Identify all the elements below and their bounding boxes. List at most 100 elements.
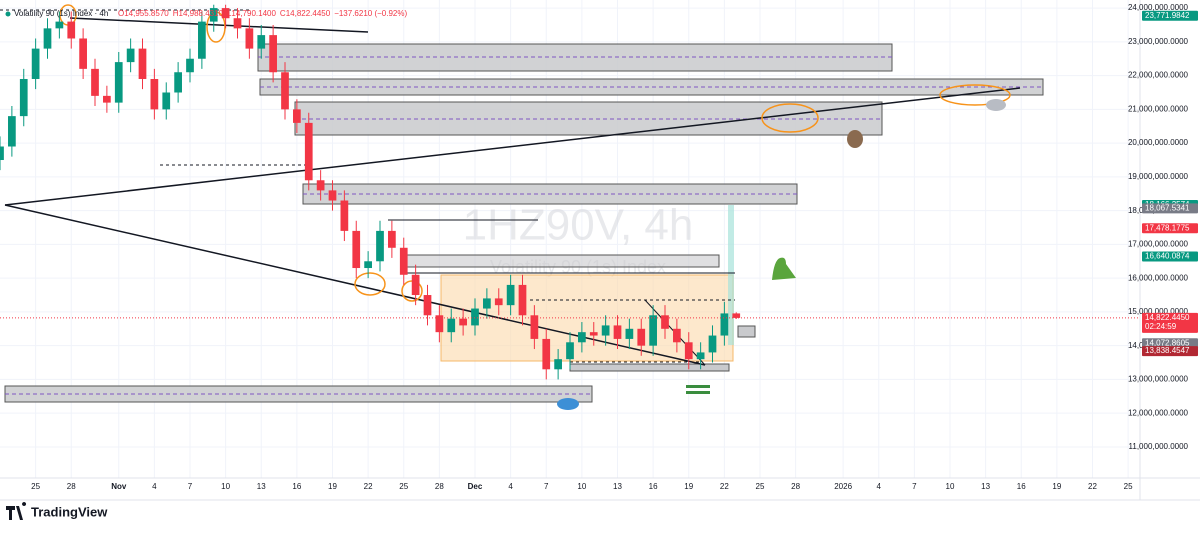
zone: [569, 363, 730, 372]
x-tick-label: 28: [435, 482, 444, 491]
trendline: [69, 17, 369, 33]
candle-body: [150, 78, 159, 110]
candle-body: [720, 313, 729, 336]
candle-body: [494, 298, 503, 306]
symbol: Volatility 90 (1s) Index · 4h: [14, 9, 108, 18]
ohlc-value: O14,955.8570: [118, 9, 169, 18]
candle-body: [578, 332, 586, 343]
candle-body: [316, 180, 325, 191]
projection-bar: [728, 205, 734, 345]
price-label: 23,771.9842: [1145, 11, 1190, 20]
zone: [737, 325, 756, 338]
x-tick-label: Dec: [468, 482, 483, 491]
x-tick-label: 22: [1088, 482, 1097, 491]
candle-body: [399, 247, 408, 275]
candle-body: [447, 318, 456, 333]
candle-body: [732, 313, 741, 318]
candle-body: [257, 35, 266, 49]
x-tick-label: 28: [67, 482, 76, 491]
time-axis: 25 28 Nov 4 7 10 13 16 19 22 25 28 Dec 4 7 10 13 16 19 22 25…: [31, 482, 1133, 491]
circle: [761, 103, 819, 133]
circle: [939, 84, 1011, 106]
x-tick-label: 7: [188, 482, 193, 491]
candle-body: [55, 21, 64, 29]
candle-body: [8, 116, 16, 147]
candle-body: [245, 28, 254, 49]
candle-body: [293, 109, 301, 123]
candle-body: [31, 48, 40, 79]
candle-body: [138, 48, 147, 79]
status-dot: [5, 11, 11, 17]
y-tick-label: 13,000,000.0000: [1128, 375, 1189, 384]
candle-body: [79, 38, 87, 69]
x-tick-label: 25: [399, 482, 408, 491]
zone-midlines: [5, 56, 1043, 395]
candle-body: [126, 48, 135, 63]
y-tick-label: 16,000,000.0000: [1128, 273, 1189, 282]
candle-body: [483, 298, 491, 309]
flag-stripe: [686, 388, 710, 391]
x-tick-label: 25: [756, 482, 765, 491]
y-tick-label: 22,000,000.0000: [1128, 71, 1189, 80]
x-tick-label: 10: [946, 482, 955, 491]
price-label-box: [1142, 338, 1198, 349]
x-tick-label: 22: [720, 482, 729, 491]
y-tick-label: 17,000,000.0000: [1128, 240, 1189, 249]
y-tick-label: 23,000,000.0000: [1128, 37, 1189, 46]
candle-body: [625, 328, 634, 339]
price-labels: 23,771.984218,166.257418,067.534117,478.…: [1142, 10, 1198, 357]
y-tick-label: 19,000,000.0000: [1128, 172, 1189, 181]
candle-body: [708, 335, 717, 353]
price-label-box: [1142, 203, 1198, 214]
y-tick-label: 15,000,000.0000: [1128, 307, 1189, 316]
candle-body: [684, 342, 693, 360]
candle-body: [0, 146, 4, 161]
x-tick-label: 19: [684, 482, 693, 491]
candle-body: [518, 284, 527, 316]
candle-body: [233, 18, 242, 29]
y-tick-label: 21,000,000.0000: [1128, 104, 1189, 113]
candles: [0, 4, 741, 380]
y-tick-label: 20,000,000.0000: [1128, 138, 1189, 147]
candle-body: [637, 328, 646, 346]
candle-body: [411, 274, 420, 296]
x-tick-label: 16: [292, 482, 301, 491]
candle-body: [589, 332, 598, 336]
x-tick-label: 7: [544, 482, 549, 491]
x-tick-label: 25: [1124, 482, 1133, 491]
candle-body: [186, 58, 194, 73]
candle-body: [696, 352, 705, 360]
candle-body: [198, 21, 206, 59]
candle-body: [506, 284, 515, 306]
price-label-box: [1142, 251, 1198, 262]
x-tick-label: 13: [981, 482, 990, 491]
logo-mark: [6, 502, 27, 520]
countdown: 02:24:59: [1145, 322, 1177, 331]
candle-body: [554, 359, 562, 370]
trendline: [4, 87, 1021, 206]
x-tick-label: Nov: [111, 482, 127, 491]
zone: [406, 254, 720, 268]
x-tick-label: 13: [257, 482, 266, 491]
y-tick-label: 12,000,000.0000: [1128, 408, 1189, 417]
price-label-box: [1142, 10, 1198, 21]
candle-body: [376, 230, 384, 262]
candle-body: [601, 325, 610, 336]
candle-body: [340, 200, 349, 231]
price-label-box: [1142, 312, 1198, 333]
candle-body: [91, 68, 99, 96]
candle-body: [388, 230, 396, 248]
x-tick-label: 2026: [834, 482, 852, 491]
candle-body: [304, 122, 313, 181]
x-tick-label: 4: [152, 482, 157, 491]
x-tick-label: 13: [613, 482, 622, 491]
y-tick-label: 24,000,000.0000: [1128, 3, 1189, 12]
candle-body: [352, 230, 361, 269]
candle-body: [530, 315, 539, 339]
x-tick-label: 28: [791, 482, 800, 491]
candle-body: [364, 261, 372, 269]
watermark-title: 1HZ90V, 4h: [463, 201, 694, 250]
candle-body: [162, 92, 171, 110]
